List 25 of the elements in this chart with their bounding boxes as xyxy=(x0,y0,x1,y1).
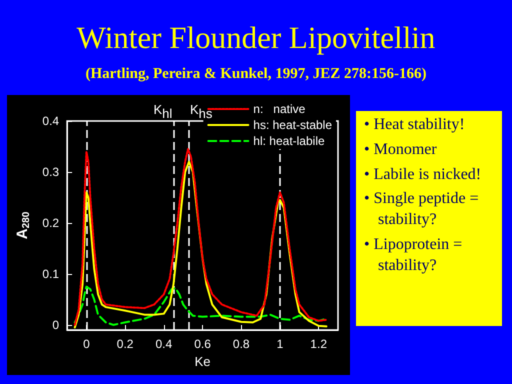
y-tick-label: 0.1 xyxy=(42,266,60,281)
x-tick-label: 1.2 xyxy=(310,337,328,351)
text: • Heat stability! xyxy=(364,115,466,135)
legend-label: hl: heat-labile xyxy=(253,134,325,148)
chart-title: Winter Flounder Lipovitellin xyxy=(76,20,436,56)
y-tick-label: 0 xyxy=(52,318,60,332)
x-tick-label: 0 xyxy=(83,337,90,351)
x-tick-label: 0.6 xyxy=(194,337,212,351)
x-axis-title: Ke xyxy=(194,354,210,369)
text: • Monomer xyxy=(364,140,438,160)
chart-subtitle: (Hartling, Pereira & Kunkel, 1997, JEZ 278:156-166) xyxy=(84,66,428,83)
x-tick-label: 1 xyxy=(276,337,284,351)
text: • Lipoprotein = stability? xyxy=(364,234,464,276)
y-tick-label: 0.2 xyxy=(42,216,60,230)
text: • Single peptide = stability? xyxy=(364,189,480,230)
legend-label: hs: heat-stable xyxy=(253,118,332,132)
y-tick-label: 0.3 xyxy=(42,164,60,179)
legend-label: n: native xyxy=(253,102,306,116)
line-series xyxy=(74,286,328,326)
y-axis-title: A280 xyxy=(14,211,32,240)
x-tick-label: 0.4 xyxy=(155,337,172,351)
text: • Labile is nicked! xyxy=(364,164,482,185)
x-tick-label: 0.8 xyxy=(232,337,250,351)
x-tick-label: 0.2 xyxy=(116,337,134,351)
y-tick-label: 0.4 xyxy=(42,114,60,128)
